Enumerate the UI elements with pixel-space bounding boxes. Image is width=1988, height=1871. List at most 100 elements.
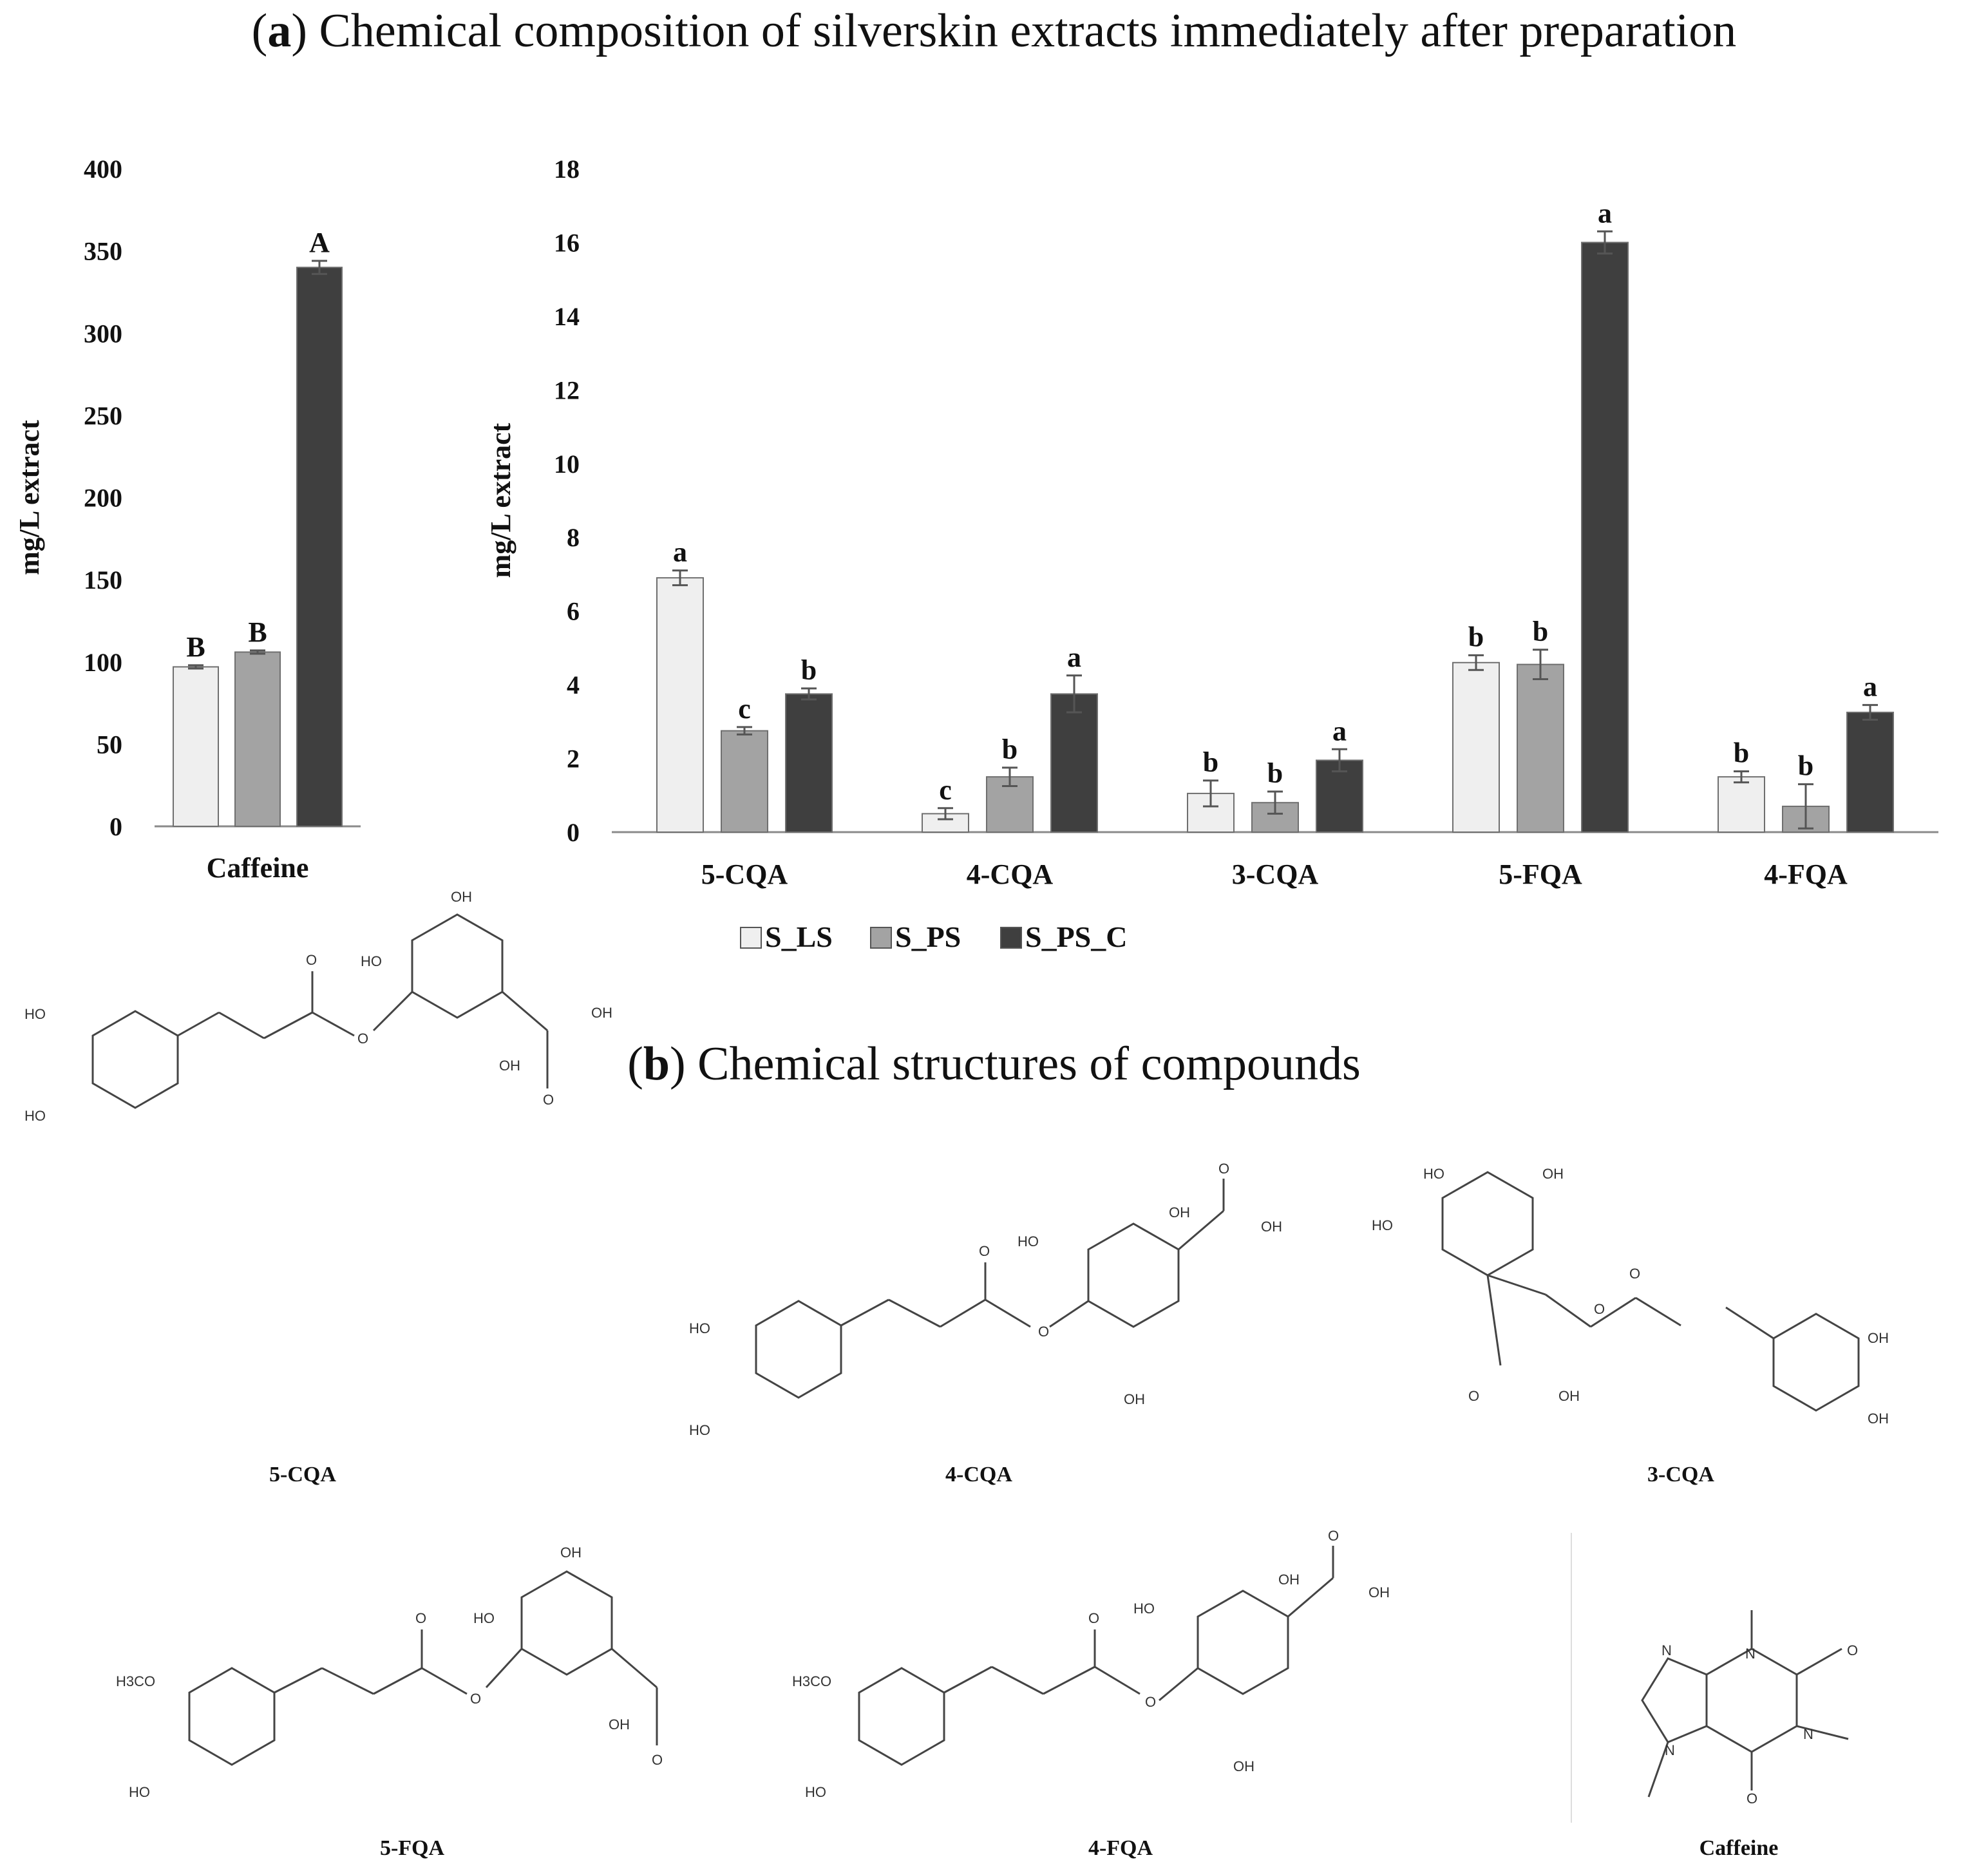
structure-4-cqa: HO HO HO O O OH O OH OH 4-CQA [689, 1161, 1282, 1486]
structure-4-fqa: H3CO HO HO OH O OH O O OH 4-FQA [792, 1528, 1390, 1860]
structure-atom: HO [24, 1006, 46, 1022]
structure-atom: N [1803, 1726, 1813, 1742]
structure-label: 4-CQA [945, 1463, 1012, 1486]
panel-b-title: (b) Chemical structures of compounds [627, 1038, 1361, 1090]
structure-5-cqa: HO HO OH HO O O OH OH O 5-CQA [24, 889, 612, 1486]
significance-letter: b [1267, 757, 1283, 789]
structure-atom: OH [1368, 1584, 1390, 1600]
legend-swatch [1000, 927, 1022, 949]
structure-atom: OH [451, 889, 472, 905]
significance-letter: b [801, 654, 817, 686]
structure-atom: OH [1261, 1219, 1282, 1235]
structure-atom: O [1468, 1388, 1479, 1404]
significance-letter: a [673, 537, 687, 568]
structure-atom: O [979, 1243, 990, 1259]
legend-label: S_PS [895, 920, 961, 953]
structure-atom: H3CO [116, 1673, 155, 1689]
structure-atom: O [543, 1092, 554, 1108]
significance-letter: b [1203, 746, 1218, 778]
legend-label: S_PS_C [1025, 920, 1127, 953]
structure-atom: O [1629, 1266, 1640, 1282]
bar [721, 730, 768, 833]
structure-atom: OH [1169, 1204, 1190, 1220]
structure-atom: N [1745, 1646, 1756, 1662]
y-tick-label: 8 [567, 523, 580, 552]
structure-atom: OH [1278, 1572, 1300, 1588]
structure-atom: O [1847, 1642, 1858, 1658]
structure-atom: HO [1423, 1166, 1444, 1182]
structure-atom: HO [24, 1108, 46, 1124]
structure-label: 3-CQA [1647, 1463, 1714, 1486]
significance-letter: a [1067, 641, 1081, 673]
significance-letter: a [1332, 715, 1347, 746]
structure-label: 4-FQA [1088, 1836, 1153, 1860]
y-tick-label: 350 [84, 237, 122, 266]
structure-atom: O [470, 1691, 481, 1707]
y-tick-label: 2 [567, 745, 580, 774]
bar [296, 267, 343, 827]
x-category-label: 5-CQA [701, 859, 788, 890]
structure-atom: O [652, 1752, 663, 1768]
bar [234, 651, 281, 827]
y-tick-label: 10 [554, 450, 580, 479]
legend-label: S_LS [765, 920, 833, 953]
bar [1718, 776, 1765, 833]
structure-5-fqa: H3CO HO OH HO O O OH O 5-FQA [116, 1544, 663, 1860]
structure-atom: HO [689, 1422, 710, 1438]
structure-atom: OH [499, 1058, 520, 1074]
significance-letter: b [1734, 737, 1749, 769]
structure-atom: O [1594, 1301, 1605, 1317]
structure-label: 5-CQA [269, 1463, 336, 1486]
structure-atom: OH [1868, 1330, 1889, 1346]
structure-atom: O [1088, 1610, 1099, 1626]
significance-letter: B [186, 631, 205, 663]
y-tick-label: 16 [554, 228, 580, 257]
bar [1517, 663, 1564, 833]
structure-atom: HO [1018, 1233, 1039, 1249]
structure-atom: O [306, 952, 317, 968]
x-category-label: 4-CQA [967, 859, 1054, 890]
structure-atom: OH [1868, 1410, 1889, 1427]
y-axis-label: mg/L extract [485, 423, 516, 578]
panel-a-letter: a [267, 5, 292, 57]
y-tick-label: 12 [554, 375, 580, 404]
y-tick-label: 200 [84, 484, 122, 513]
y-tick-label: 400 [84, 155, 122, 184]
y-tick-label: 6 [567, 597, 580, 626]
panel-a-title: (a) Chemical composition of silverskin e… [251, 5, 1737, 57]
y-tick-label: 0 [109, 812, 122, 841]
structure-atom: OH [1558, 1388, 1580, 1404]
significance-letter: b [1468, 621, 1484, 652]
bar [1452, 661, 1500, 833]
structure-atom: O [1038, 1324, 1049, 1340]
structure-atom: OH [1124, 1391, 1145, 1407]
significance-letter: b [1798, 750, 1813, 782]
y-tick-label: 150 [84, 565, 122, 594]
y-tick-label: 300 [84, 319, 122, 348]
bar [785, 693, 833, 833]
structure-atom: OH [1542, 1166, 1564, 1182]
y-tick-label: 14 [554, 302, 580, 331]
legend-swatch [870, 927, 892, 949]
bar [1050, 693, 1098, 833]
bar [656, 577, 704, 833]
structure-3-cqa: HO OH HO O O O OH OH OH 3-CQA [1372, 1166, 1889, 1486]
x-category-label: 4-FQA [1764, 859, 1848, 890]
y-tick-label: 250 [84, 401, 122, 430]
bar [1846, 712, 1894, 833]
bar [173, 666, 219, 827]
structure-atom: N [1661, 1642, 1672, 1658]
y-tick-label: 4 [567, 670, 580, 699]
structure-atom: O [357, 1030, 368, 1047]
structure-caffeine: N N N N O O Caffeine [1571, 1533, 1858, 1860]
significance-letter: b [1533, 616, 1548, 647]
bar [1581, 242, 1629, 833]
y-tick-label: 100 [84, 648, 122, 677]
structure-atom: O [415, 1610, 426, 1626]
structure-atom: H3CO [792, 1673, 831, 1689]
y-axis-label: mg/L extract [14, 420, 45, 575]
significance-letter: b [1002, 734, 1018, 765]
structure-atom: OH [609, 1716, 630, 1733]
